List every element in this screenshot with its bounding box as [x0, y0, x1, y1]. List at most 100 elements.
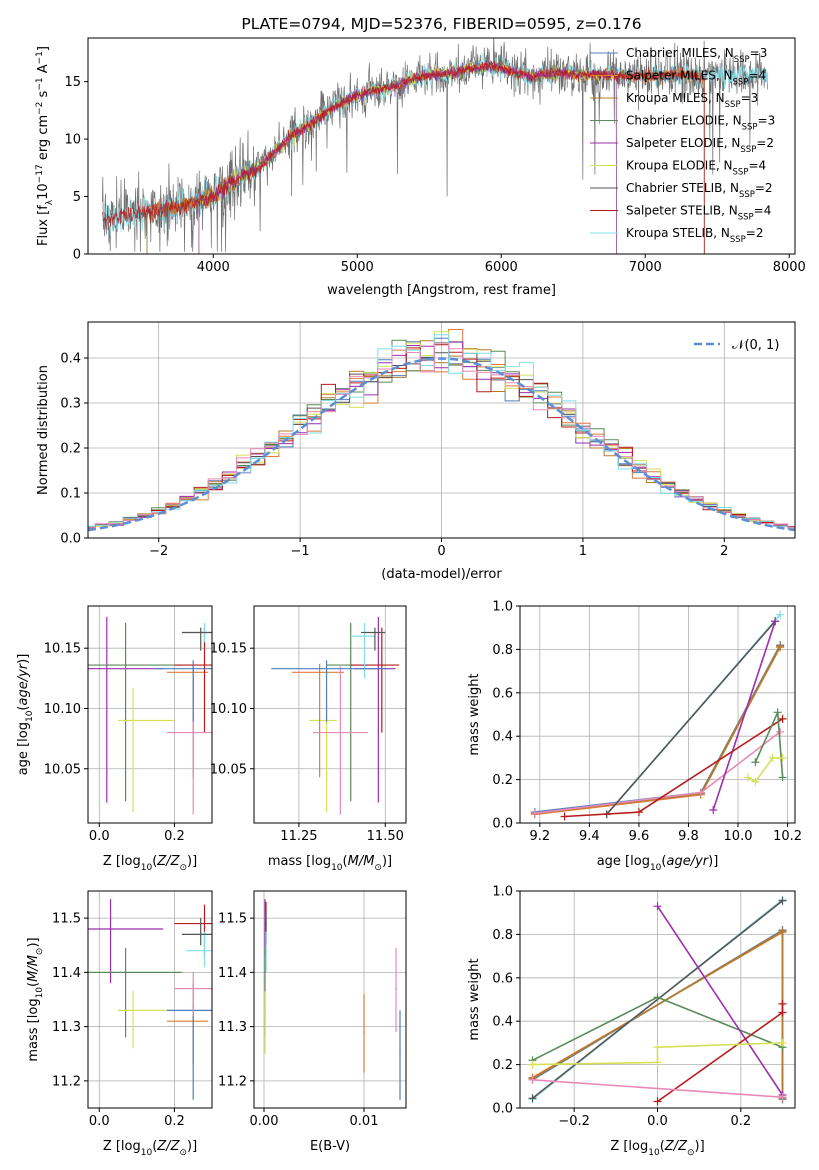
legend-sub: SSP [734, 55, 750, 65]
data-point [325, 667, 328, 670]
x-tick-label: −0.2 [558, 1114, 590, 1129]
label-part: −1 [35, 77, 45, 90]
axes-weight_vs_age: 9.2 9.4 9.6 9.8 10.0 10.2 0.0 0.2 0.4 0.6 0.8 1.0 ag… [467, 600, 802, 874]
weight-marker [528, 1094, 537, 1103]
x-tick-label: 10.0 [724, 829, 753, 844]
legend-entry: Chabrier ELODIE, NSSP=3 [626, 114, 775, 133]
legend-name: Chabrier MILES, N [626, 46, 734, 60]
data-point [109, 928, 112, 930]
weight-line-chabrier_miles [534, 644, 781, 813]
legend-entry: Salpeter MILES, NSSP=4 [626, 69, 766, 88]
weight-marker [778, 1008, 787, 1017]
axes-mass_vs_Z: 0.0 0.211.211.311.411.5Z [log10(Z/Z⊙)]mas… [26, 890, 213, 1158]
label-part: A [36, 64, 51, 77]
data-point [105, 667, 108, 670]
legend-name: Salpeter MILES, N [626, 69, 733, 83]
label-part: Flux [f [36, 205, 51, 246]
data-point [318, 671, 321, 674]
weight-marker [528, 1075, 537, 1084]
legend-entry: Salpeter ELODIE, NSSP=2 [626, 136, 774, 155]
label-part: mass [log [268, 854, 331, 869]
y-tick-label: 11.4 [52, 966, 81, 981]
plot-area-mass_vs_Z [88, 899, 212, 1100]
weight-line-kroupa_elodie [532, 1042, 783, 1066]
legend-entry: Salpeter STELIB, NSSP=4 [626, 204, 771, 223]
y-tick-label: 10.15 [210, 642, 247, 657]
x-tick-label: 0.0 [647, 1114, 668, 1129]
label-part: )] [187, 854, 197, 869]
label-part: 10 [648, 1148, 660, 1158]
plot-area-residuals [88, 329, 795, 532]
label-part: 10 [141, 1148, 153, 1158]
y-tick-label: 15 [64, 75, 81, 90]
legend-sub: SSP [725, 100, 741, 110]
data-point [381, 664, 383, 666]
data-point [363, 1031, 365, 1033]
label-part: )] [16, 654, 31, 664]
weight-marker [743, 773, 752, 782]
weight-marker [653, 993, 662, 1002]
label-part: Z [log [103, 854, 141, 869]
weight-line-salpeter_miles [534, 646, 781, 816]
legend-name: Kroupa ELODIE, N [626, 159, 733, 173]
y-tick-label: 11.4 [218, 966, 247, 981]
weight-marker [776, 610, 785, 619]
weight-marker [528, 1060, 537, 1069]
data-point [199, 631, 202, 634]
x-tick-label: −2 [149, 544, 168, 559]
x-tick-label: 8000 [773, 260, 806, 275]
x-tick-label: 0.2 [730, 1114, 751, 1129]
y-tick-label: 0.1 [60, 487, 81, 502]
y-tick-label: 0.8 [492, 928, 513, 943]
weight-line-salpeter_stelib [564, 718, 784, 818]
weight-marker [778, 753, 787, 762]
axes-spectrum: 4000 5000 6000 7000 8000 0 5 10 15 Chabrier MILES… [35, 15, 806, 298]
weight-marker [653, 1043, 662, 1052]
y-tick-label: 11.5 [52, 912, 81, 927]
label-part: ⊙ [179, 863, 187, 873]
axes-age_vs_mass: 11.25 11.50 10.05 10.10 10.15 mass [log10(M/M… [210, 605, 407, 873]
y-tick-label: 11.3 [52, 1020, 81, 1035]
weight-line-salpeter_elodie [712, 620, 776, 811]
plot-area-mass_vs_ebv [264, 899, 401, 1100]
label-part: ( [661, 854, 666, 869]
legend-eq: =2 [746, 226, 764, 240]
label-part: age [log [597, 854, 650, 869]
y-axis-label: mass [log10(M/M⊙)] [26, 937, 45, 1061]
weight-marker [776, 642, 785, 651]
label-part: 10 [25, 710, 35, 722]
y-tick-label: 0.4 [60, 352, 81, 367]
x-tick-label: 7000 [629, 260, 662, 275]
x-tick-label: 0 [437, 544, 445, 559]
axes-frame [87, 37, 796, 255]
x-tick-label: 9.2 [529, 829, 550, 844]
data-point [264, 1009, 266, 1012]
x-tick-label: 0.01 [350, 1114, 379, 1129]
weight-marker [773, 708, 782, 717]
label-part: E(B-V) [310, 1139, 350, 1154]
label-part: Z [log [610, 1139, 648, 1154]
axes-frame [253, 605, 407, 824]
label-part: ⊙ [374, 863, 382, 873]
weight-marker [778, 773, 787, 782]
legend-name: Salpeter STELIB, N [626, 204, 738, 218]
weight-marker [778, 714, 787, 723]
y-tick-label: 10.05 [44, 762, 81, 777]
data-point [203, 664, 206, 666]
histogram-kroupa_stelib [88, 334, 795, 529]
label-part: ] [36, 46, 51, 51]
x-tick-label: 0.0 [89, 1114, 110, 1129]
x-axis-label: (data-model)/error [381, 567, 502, 582]
legend-entry: Kroupa STELIB, NSSP=2 [626, 226, 764, 245]
x-axis-label: mass [log10(M/M⊙)] [268, 854, 392, 873]
x-axis-label: Z [log10(Z/Z⊙)] [103, 854, 197, 873]
x-tick-label: 9.4 [579, 829, 600, 844]
plot-area-weight_vs_age [530, 610, 787, 821]
x-axis-label: Z [log10(Z/Z⊙)] [103, 1139, 197, 1158]
weight-marker [751, 758, 760, 767]
legend-sub: SSP [738, 213, 754, 223]
x-tick-label: 10.2 [773, 829, 802, 844]
x-tick-label: 0.00 [250, 1114, 279, 1129]
